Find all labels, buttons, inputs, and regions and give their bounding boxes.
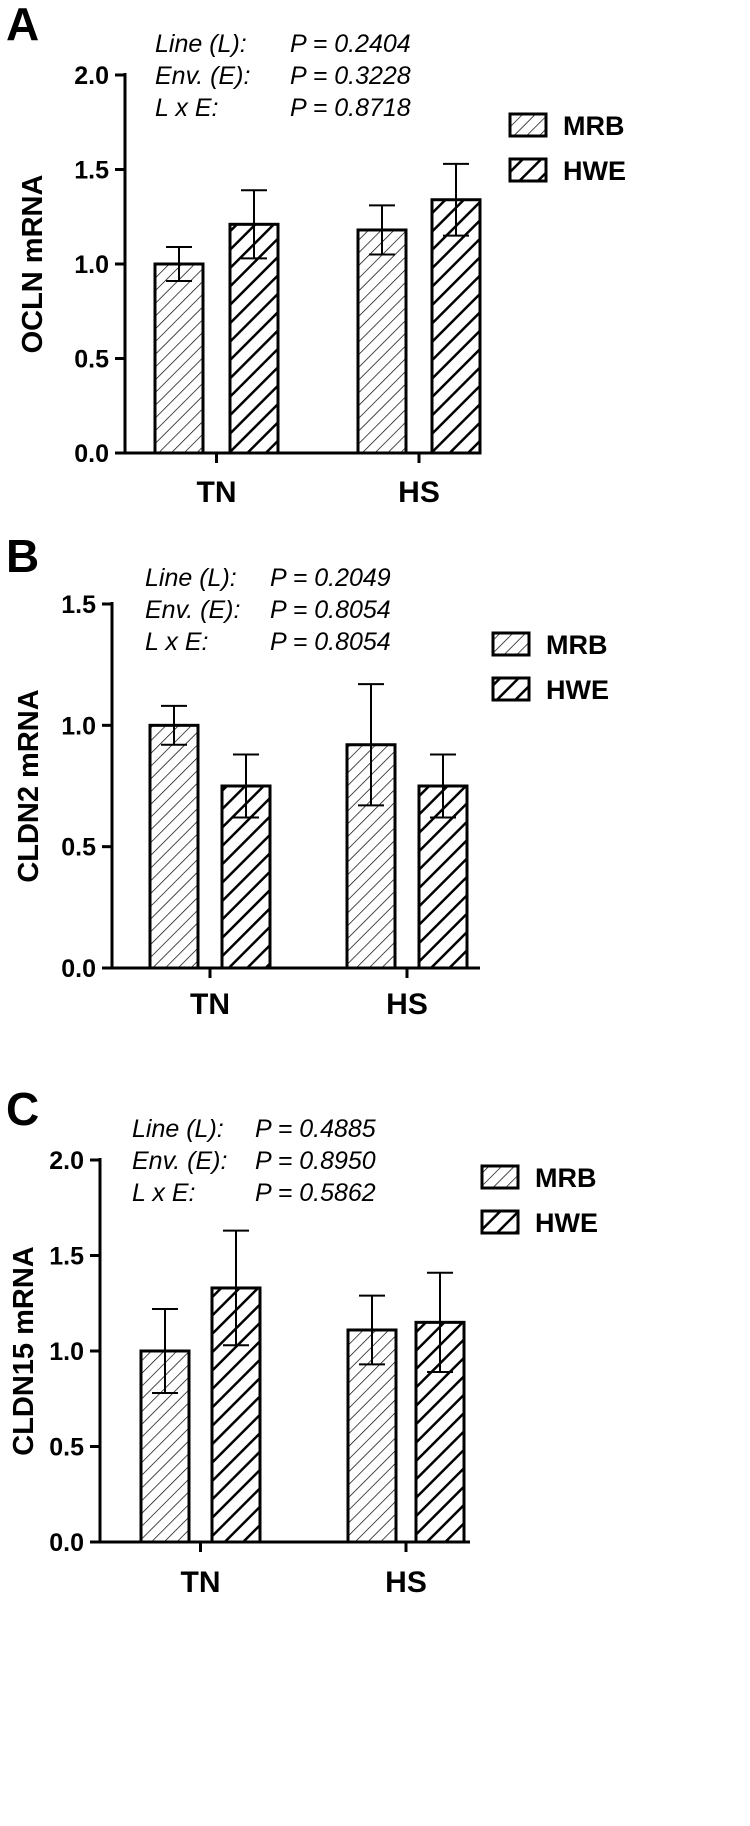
stat-p-value: P = 0.2404 [290,30,411,58]
stat-p-value: P = 0.5862 [255,1179,376,1207]
category-label: HS [386,988,428,1021]
legend-label: MRB [563,111,625,141]
panel-c: C CLDN15 mRNA 0.0 0.5 1.0 1.5 2.0 TN HS Line (L):… [6,1083,598,1599]
y-tick-label: 1.5 [61,591,96,619]
y-tick-label: 1.0 [74,251,109,279]
legend-label: HWE [535,1208,598,1238]
panel-letter: A [6,0,39,50]
panel-letter: C [6,1083,39,1135]
legend-swatch-hwe [480,1209,520,1235]
stat-p-value: P = 0.3228 [290,62,411,90]
stat-p-value: P = 0.8950 [255,1147,376,1175]
panel-letter: B [6,530,39,582]
panel-a: A OCLN mRNA 0.0 0.5 1.0 1.5 2.0 TN HS Line (L): P … [6,0,626,509]
y-tick-label: 0.5 [74,346,109,374]
legend-swatch-hwe [508,157,548,183]
y-tick-label: 0.5 [49,1434,84,1462]
legend-label: HWE [563,156,626,186]
category-label: HS [385,1566,427,1599]
stat-label: Line (L): [132,1115,224,1143]
category-label: TN [181,1566,221,1599]
panel-b: B CLDN2 mRNA 0.0 0.5 1.0 1.5 TN HS Line (L): P = … [6,530,609,1021]
y-tick-label: 1.0 [61,712,96,740]
stat-p-value: P = 0.8054 [270,596,391,624]
stat-label: L x E: [155,94,218,122]
legend-swatch-hwe [491,676,531,702]
stat-label: Line (L): [155,30,247,58]
bar-mrb-tn [153,262,205,455]
stat-label: L x E: [145,628,208,656]
y-tick-label: 1.5 [74,157,109,185]
stat-label: Env. (E): [155,62,250,90]
y-tick-label: 0.0 [49,1529,84,1557]
legend-label: HWE [546,675,609,705]
stat-p-value: P = 0.2049 [270,564,391,592]
stat-label: L x E: [132,1179,195,1207]
stat-label: Env. (E): [132,1147,227,1175]
legend-swatch-mrb [508,112,548,138]
bar-hwe-tn [228,222,280,455]
bar-mrb-tn [148,723,200,970]
stat-p-value: P = 0.4885 [255,1115,376,1143]
stat-p-value: P = 0.8054 [270,628,391,656]
stat-label: Line (L): [145,564,237,592]
y-tick-label: 0.5 [61,834,96,862]
category-label: TN [197,476,237,509]
y-tick-label: 2.0 [49,1147,84,1175]
y-tick-label: 1.5 [49,1243,84,1271]
category-label: TN [190,988,230,1021]
stat-p-value: P = 0.8718 [290,94,411,122]
y-axis-label: OCLN mRNA [17,175,49,354]
category-label: HS [398,476,440,509]
y-axis-label: CLDN2 mRNA [13,689,45,882]
stat-label: Env. (E): [145,596,240,624]
y-tick-label: 0.0 [61,955,96,983]
y-tick-label: 2.0 [74,62,109,90]
legend-swatch-mrb [491,631,531,657]
legend-label: MRB [535,1163,597,1193]
legend-swatch-mrb [480,1164,520,1190]
y-tick-label: 1.0 [49,1338,84,1366]
y-axis-label: CLDN15 mRNA [8,1246,40,1456]
legend-label: MRB [546,630,608,660]
bar-hwe-hs [417,784,469,970]
bar-hwe-hs [430,198,482,455]
y-tick-label: 0.0 [74,440,109,468]
bar-mrb-hs [356,228,408,455]
